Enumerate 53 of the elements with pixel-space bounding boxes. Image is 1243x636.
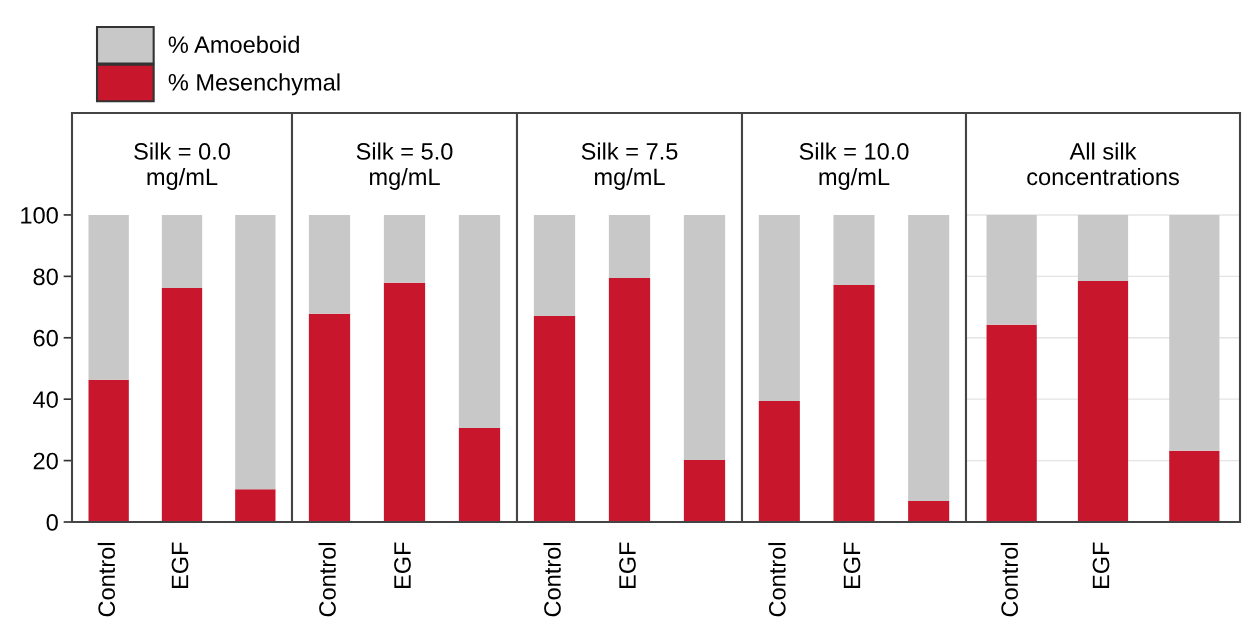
bar xyxy=(161,288,203,522)
bar xyxy=(235,489,276,522)
bar xyxy=(308,214,351,314)
bar xyxy=(1169,450,1220,522)
bar xyxy=(608,214,651,278)
bar xyxy=(235,214,276,490)
bar xyxy=(986,214,1037,325)
bar xyxy=(908,214,950,502)
bar xyxy=(161,214,203,289)
y-tick-label: 80 xyxy=(33,268,58,286)
bar xyxy=(1169,214,1220,451)
bar xyxy=(683,459,726,522)
y-tick-label: 60 xyxy=(33,329,58,347)
bar xyxy=(908,501,950,522)
y-tick-label: 0 xyxy=(46,514,58,531)
x-tick-label: EGF xyxy=(394,542,411,589)
bar xyxy=(986,324,1037,522)
x-tick-label: Control xyxy=(543,543,561,617)
bar xyxy=(833,284,875,522)
bar xyxy=(533,214,576,316)
x-tick-label: Control xyxy=(1000,543,1018,617)
bar xyxy=(533,315,576,522)
bar xyxy=(383,214,426,283)
bar xyxy=(833,214,875,285)
y-tick-label: 100 xyxy=(21,207,58,224)
x-tick-label: EGF xyxy=(843,542,861,589)
bar xyxy=(1077,214,1129,281)
text: Silk = 10.0 mg/mL xyxy=(799,142,909,190)
x-tick-label: Control xyxy=(768,543,786,617)
x-tick-label: Control xyxy=(318,543,336,617)
bar xyxy=(88,214,129,380)
legend-label: % Amoeboid xyxy=(168,35,299,54)
bar xyxy=(458,428,501,522)
text: Silk = 5.0 mg/mL xyxy=(356,142,453,190)
bar xyxy=(308,313,351,522)
legend-label: % Mesenchymal xyxy=(168,73,340,96)
x-tick-label: Control xyxy=(97,543,115,617)
bar xyxy=(383,282,426,522)
x-tick-label: EGF xyxy=(171,542,189,589)
text: Silk = 0.0 mg/mL xyxy=(134,142,230,190)
text: All silk concentrations xyxy=(1027,142,1179,186)
bar xyxy=(1077,280,1129,522)
bar xyxy=(758,214,800,402)
bar xyxy=(88,379,129,522)
bar xyxy=(608,277,651,522)
bar xyxy=(683,214,726,460)
x-tick-label: EGF xyxy=(1092,542,1110,589)
y-tick-label: 20 xyxy=(33,452,58,470)
y-tick-label: 40 xyxy=(33,391,58,408)
bar xyxy=(458,214,501,429)
x-tick-label: EGF xyxy=(619,542,636,589)
bar xyxy=(758,401,800,522)
text: Silk = 7.5 mg/mL xyxy=(581,142,678,190)
